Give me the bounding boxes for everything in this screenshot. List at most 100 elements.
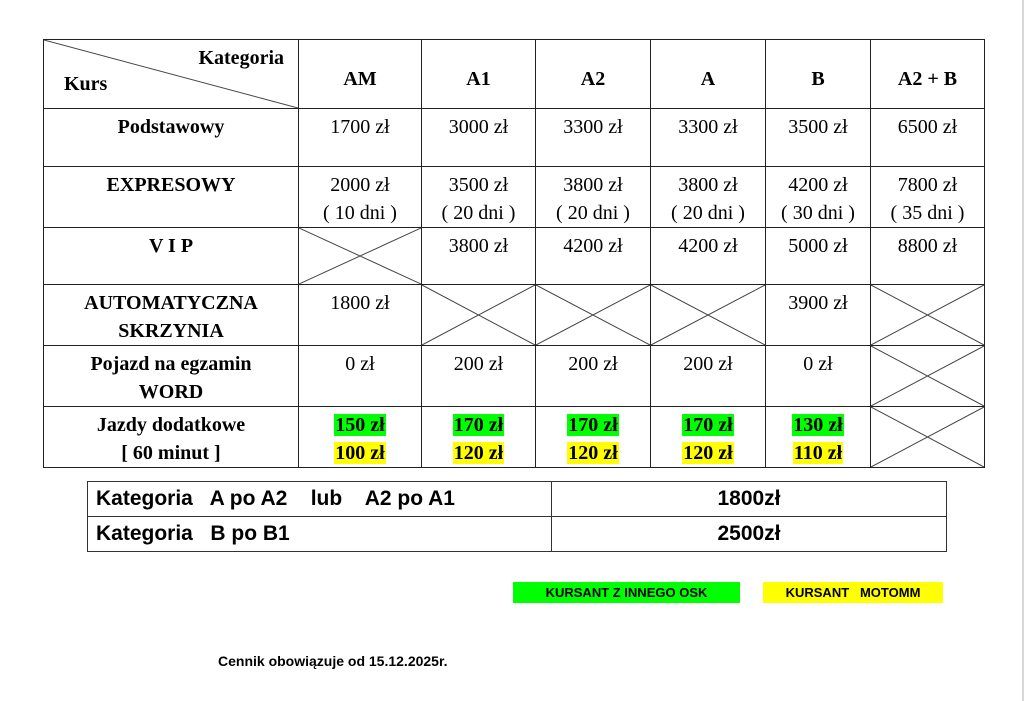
price-value: 200 zł	[536, 350, 650, 378]
cross-icon	[871, 346, 984, 406]
price-text: 1700 zł	[330, 116, 390, 138]
price-value: 8800 zł	[871, 232, 984, 260]
table-row: AUTOMATYCZNA SKRZYNIA 1800 zł 3900 zł	[43, 284, 985, 346]
cross-icon	[536, 285, 650, 345]
page-edge	[1022, 0, 1024, 701]
unavailable-cell	[421, 284, 536, 346]
price-cell: 8800 zł	[870, 227, 985, 285]
price-cell: 0 zł	[298, 345, 422, 407]
price-text: 6500 zł	[897, 116, 958, 138]
price-text: 0 zł	[345, 353, 375, 375]
price-text: 4200 zł	[788, 174, 848, 196]
price-value: 3800 zł	[536, 171, 650, 199]
price-text: 120 zł	[452, 442, 505, 464]
column-header: AM	[298, 39, 422, 109]
price-value: 5000 zł	[766, 232, 870, 260]
row-label: EXPRESOWY	[43, 166, 299, 228]
price-text: 130 zł	[792, 414, 844, 436]
price-value: 3500 zł	[422, 171, 535, 199]
unavailable-cell	[535, 284, 651, 346]
price-cell: 6500 zł	[870, 108, 985, 167]
column-header: A2	[535, 39, 651, 109]
cross-icon	[871, 285, 984, 345]
price-value: ( 10 dni )	[299, 199, 421, 227]
column-header: A2 + B	[870, 39, 985, 109]
extra-price: 1800zł	[551, 481, 947, 517]
price-text: 4200 zł	[563, 235, 623, 257]
price-value: 2000 zł	[299, 171, 421, 199]
price-value: 3800 zł	[651, 171, 765, 199]
price-text: ( 30 dni )	[781, 202, 855, 224]
price-value: 3300 zł	[651, 113, 765, 141]
price-value: 170 zł	[536, 411, 650, 439]
price-text: 2000 zł	[330, 174, 390, 196]
row-label-line: Podstawowy	[117, 116, 225, 138]
price-cell: 3500 zł ( 20 dni )	[421, 166, 536, 228]
price-text: 200 zł	[453, 353, 504, 375]
price-value: 4200 zł	[651, 232, 765, 260]
price-cell: 130 zł 110 zł	[765, 406, 871, 468]
price-value: 3500 zł	[766, 113, 870, 141]
row-label: AUTOMATYCZNA SKRZYNIA	[43, 284, 299, 346]
price-value: 3800 zł	[422, 232, 535, 260]
price-text: 3500 zł	[448, 174, 509, 196]
price-text: 3800 zł	[678, 174, 738, 196]
price-value: 3000 zł	[422, 113, 535, 141]
row-label-line: WORD	[138, 381, 204, 403]
price-value: 200 zł	[651, 350, 765, 378]
price-value: 0 zł	[299, 350, 421, 378]
price-cell: 200 zł	[535, 345, 651, 407]
price-text: 3800 zł	[448, 235, 509, 257]
price-value: 120 zł	[536, 439, 650, 467]
price-cell: 200 zł	[650, 345, 766, 407]
corner-cell: Kategoria Kurs	[43, 39, 299, 109]
price-cell: 200 zł	[421, 345, 536, 407]
column-header: A	[650, 39, 766, 109]
price-value: 120 zł	[422, 439, 535, 467]
price-text: ( 20 dni )	[671, 202, 745, 224]
extra-label: Kategoria A po A2 lub A2 po A1	[87, 481, 552, 517]
row-label-line: Jazdy dodatkowe	[96, 414, 246, 436]
unavailable-cell	[298, 227, 422, 285]
row-label-line: V I P	[148, 235, 194, 257]
cross-icon	[871, 407, 984, 467]
price-text: 5000 zł	[788, 235, 848, 257]
price-text: 170 zł	[682, 414, 734, 436]
price-text: ( 20 dni )	[441, 202, 516, 224]
table-row: Kategoria B po B1 2500zł	[87, 516, 947, 552]
row-label: V I P	[43, 227, 299, 285]
price-text: 7800 zł	[897, 174, 958, 196]
table-row: Kategoria A po A2 lub A2 po A1 1800zł	[87, 481, 947, 517]
price-cell: 5000 zł	[765, 227, 871, 285]
course-label: Kurs	[64, 73, 108, 95]
header-row: Kategoria Kurs AM A1 A2 A B A2 + B	[43, 39, 985, 109]
price-value: ( 20 dni )	[422, 199, 535, 227]
price-value: ( 20 dni )	[651, 199, 765, 227]
column-header: B	[765, 39, 871, 109]
price-text: 170 zł	[567, 414, 619, 436]
price-value: 7800 zł	[871, 171, 984, 199]
table-row: V I P 3800 zł 4200 zł 4200 zł 5000 zł 8800 zł	[43, 227, 985, 285]
price-cell: 3300 zł	[650, 108, 766, 167]
price-cell: 4200 zł ( 30 dni )	[765, 166, 871, 228]
price-value: 150 zł	[299, 411, 421, 439]
price-cell: 3800 zł ( 20 dni )	[650, 166, 766, 228]
legend-other-school: KURSANT Z INNEGO OSK	[513, 582, 740, 603]
price-value: 170 zł	[422, 411, 535, 439]
row-label: Podstawowy	[43, 108, 299, 167]
unavailable-cell	[650, 284, 766, 346]
price-cell: 3500 zł	[765, 108, 871, 167]
price-value: 110 zł	[766, 439, 870, 467]
price-value: ( 20 dni )	[536, 199, 650, 227]
extra-label: Kategoria B po B1	[87, 516, 552, 552]
price-text: ( 10 dni )	[323, 202, 397, 224]
row-label-line: Pojazd na egzamin	[90, 353, 252, 375]
price-value: 3900 zł	[766, 289, 870, 317]
price-value: 200 zł	[422, 350, 535, 378]
price-cell: 3900 zł	[765, 284, 871, 346]
price-cell: 170 zł 120 zł	[535, 406, 651, 468]
price-text: 200 zł	[568, 353, 618, 375]
price-value: 120 zł	[651, 439, 765, 467]
table-row: EXPRESOWY 2000 zł ( 10 dni ) 3500 zł ( 20 dn…	[43, 166, 985, 228]
row-label-line: EXPRESOWY	[106, 174, 236, 196]
